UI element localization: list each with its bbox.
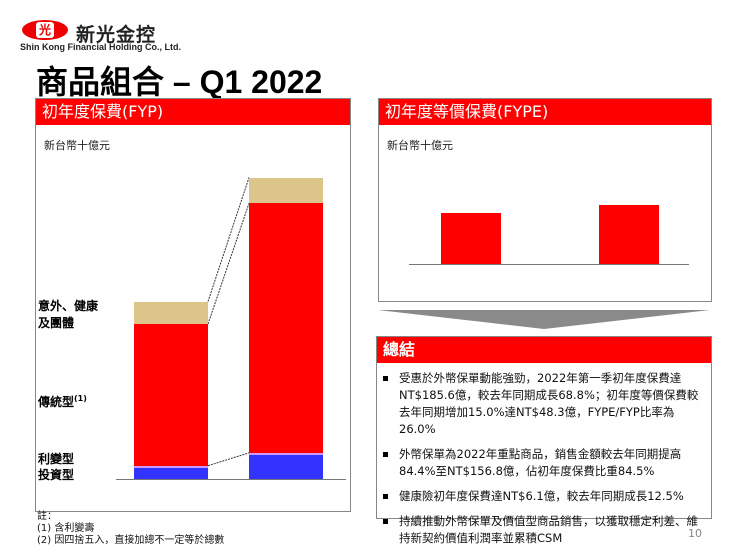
footnote: (2) 因四捨五入，直接加總不一定等於總數 xyxy=(37,535,225,546)
logo-name: 新光金控 xyxy=(76,24,157,46)
down-arrow-icon xyxy=(378,310,710,329)
footnotes: 註： (1) 含利變壽 (2) 因四捨五入，直接加總不一定等於總數 xyxy=(37,511,224,547)
page-number: 10 xyxy=(688,527,702,540)
fype-bar-1 xyxy=(599,205,659,264)
fyp-title: 初年度保費(FYP) xyxy=(36,99,350,125)
summary-item: 持續推動外幣保單及價值型商品銷售，以獲取穩定利差、維持新契約價值利潤率並累積CS… xyxy=(377,513,705,547)
summary-item: 受惠於外幣保單動能強勁，2022年第一季初年度保費達NT$185.6億，較去年同… xyxy=(377,370,705,438)
bar-3-0 xyxy=(134,301,208,325)
fype-bar-0 xyxy=(441,212,501,264)
page-title: 商品組合 – Q1 2022 xyxy=(36,64,323,100)
fype-title: 初年度等價保費(FYPE) xyxy=(379,99,711,125)
fyp-chart xyxy=(36,99,350,511)
logo-english-name: Shin Kong Financial Holding Co., Ltd. xyxy=(20,42,181,52)
summary-item: 外幣保單為2022年重點商品，銷售金額較去年同期提高84.4%至NT$156.8… xyxy=(377,446,705,480)
fype-chart xyxy=(379,99,711,301)
legend-interest: 利變型 xyxy=(38,452,75,466)
bar-2-1 xyxy=(249,203,323,453)
bar-1-0 xyxy=(134,465,208,468)
connector-line xyxy=(207,452,250,467)
legend-accident: 意外、健康 及團體 xyxy=(38,299,99,330)
fyp-panel: 初年度保費(FYP) 新台幣十億元 xyxy=(35,98,351,512)
logo-icon: 光 xyxy=(22,20,68,40)
x-axis xyxy=(409,264,689,265)
summary-item: 健康險初年度保費達NT$6.1億，較去年同期成長12.5% xyxy=(377,488,705,505)
fype-unit: 新台幣十億元 xyxy=(387,139,453,152)
legend-investment: 投資型 xyxy=(38,468,75,482)
legend-traditional: 傳統型(1) xyxy=(38,394,87,409)
fyp-unit: 新台幣十億元 xyxy=(44,139,110,152)
connector-line xyxy=(207,203,250,325)
connector-lines xyxy=(207,177,250,467)
fype-panel: 初年度等價保費(FYPE) 新台幣十億元 xyxy=(378,98,712,302)
x-axis xyxy=(116,479,346,480)
bar-2-0 xyxy=(134,324,208,466)
bar-1-1 xyxy=(249,452,323,455)
summary-panel: 總結 受惠於外幣保單動能強勁，2022年第一季初年度保費達NT$185.6億，較… xyxy=(376,336,712,545)
bar-0-1 xyxy=(249,454,323,479)
summary-title: 總結 xyxy=(377,337,711,363)
bar-3-1 xyxy=(249,177,323,204)
footnote: (1) 含利變壽 xyxy=(37,523,95,534)
footnote-heading: 註： xyxy=(37,511,57,522)
bar-0-0 xyxy=(134,467,208,479)
connector-line xyxy=(207,177,250,302)
